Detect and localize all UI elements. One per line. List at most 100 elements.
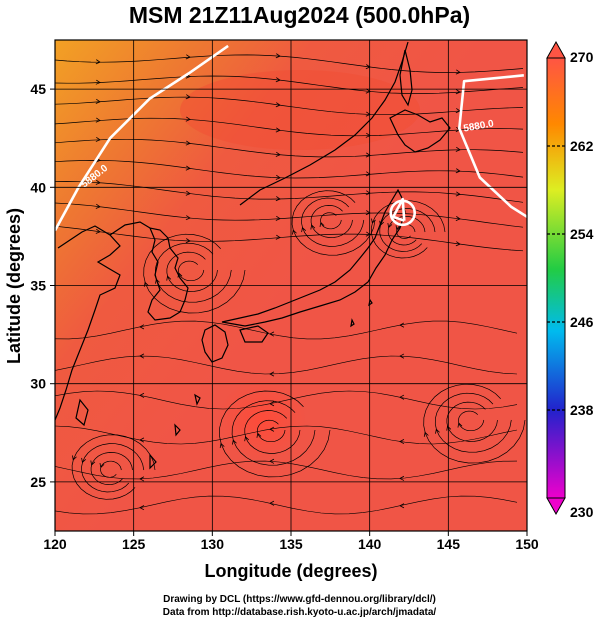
- streamline-arrow: [275, 215, 281, 221]
- streamline-arrow: [232, 439, 237, 445]
- streamline: [55, 202, 524, 228]
- streamline-arrow: [219, 442, 225, 449]
- coastline: [55, 225, 121, 421]
- streamline-arrow: [95, 136, 101, 142]
- contour-5880: [392, 197, 406, 222]
- streamline-arrow: [95, 79, 101, 85]
- streamline-arrow: [139, 324, 145, 330]
- y-tick-label: 30: [30, 376, 46, 392]
- streamline-arrow: [455, 69, 461, 75]
- streamline-arrow: [269, 331, 275, 337]
- streamline: [143, 233, 246, 314]
- chart-title: MSM 21Z11Aug2024 (500.0hPa): [128, 2, 471, 28]
- streamline-arrow: [269, 371, 275, 377]
- streamline-arrow: [275, 77, 281, 83]
- streamline-arrow: [95, 228, 101, 234]
- x-tick-label: 125: [122, 536, 146, 552]
- streamline: [291, 190, 376, 256]
- streamline-arrow: [139, 476, 145, 482]
- y-axis-ticks: 25 30 35 40 45: [30, 81, 55, 490]
- colorbar-tick-label: 254: [570, 226, 594, 242]
- streamline-arrow: [399, 503, 405, 509]
- streamline-arrow: [275, 53, 281, 59]
- colorbar: 230 238 246 254 262 270: [546, 40, 594, 520]
- coastline: [149, 453, 157, 470]
- contour-5880: [55, 44, 229, 232]
- streamline-arrow: [455, 191, 461, 197]
- streamline-arrow: [139, 353, 145, 359]
- streamline: [55, 425, 518, 445]
- y-tick-label: 40: [30, 179, 46, 195]
- streamline-arrow: [185, 165, 191, 171]
- y-tick-label: 45: [30, 81, 46, 97]
- streamline-arrow: [446, 425, 452, 431]
- contour-5880: [458, 74, 527, 218]
- streamline-arrow: [177, 272, 183, 278]
- coastline: [350, 318, 355, 328]
- streamline-arrow: [275, 102, 281, 108]
- streamline: [71, 434, 156, 500]
- streamline-arrow: [310, 224, 316, 230]
- streamline-arrow: [185, 238, 191, 244]
- streamline: [231, 400, 316, 466]
- streamline-arrow: [399, 439, 405, 445]
- streamline-arrow: [399, 353, 405, 359]
- streamline-arrow: [292, 229, 297, 235]
- streamline-arrow: [423, 431, 429, 437]
- streamline: [55, 160, 524, 179]
- colorbar-tick-label: 230: [570, 504, 594, 520]
- streamline-arrow: [275, 174, 281, 180]
- coastline: [389, 109, 451, 153]
- coastlines: [55, 41, 451, 470]
- coastline: [109, 221, 151, 236]
- colorbar-tick-label: 270: [570, 49, 594, 65]
- streamline-arrow: [185, 215, 191, 221]
- streamline-arrow: [95, 98, 101, 104]
- streamline-arrow: [275, 196, 281, 202]
- y-axis-label: Latitude (degrees): [4, 208, 24, 364]
- streamline-arrow: [455, 146, 461, 152]
- coastline: [399, 49, 413, 107]
- streamline-arrow: [95, 179, 101, 185]
- coastline: [194, 393, 201, 406]
- x-tick-label: 145: [437, 536, 461, 552]
- streamline-arrow: [269, 426, 275, 432]
- streamline: [423, 383, 526, 464]
- coastline: [201, 324, 229, 363]
- streamline: [55, 54, 524, 73]
- streamline-arrow: [244, 435, 250, 442]
- streamlines: [55, 53, 526, 515]
- x-axis-ticks: 120 125 130 135 140 145 150: [43, 531, 539, 552]
- streamline-arrow: [185, 54, 191, 60]
- streamline-arrow: [81, 457, 86, 464]
- credit-data-source: Data from http://database.rish.kyoto-u.a…: [162, 607, 437, 618]
- coastline: [147, 227, 189, 321]
- coastline: [221, 188, 406, 327]
- streamline-arrow: [457, 422, 463, 428]
- streamline-arrow: [185, 190, 191, 196]
- streamline-arrow: [455, 168, 461, 174]
- streamline: [55, 390, 518, 410]
- streamline-arrow: [139, 505, 145, 511]
- streamline-arrow: [166, 275, 172, 281]
- streamline: [219, 390, 331, 478]
- streamline-arrow: [269, 401, 275, 407]
- streamline-arrow: [185, 140, 191, 146]
- streamline-arrow: [275, 151, 281, 157]
- streamline: [55, 495, 518, 515]
- streamline-arrow: [269, 500, 275, 506]
- y-tick-label: 35: [30, 278, 46, 294]
- colorbar-bar: [546, 57, 566, 499]
- streamline-arrow: [269, 458, 275, 464]
- streamline-arrow: [399, 394, 405, 400]
- streamline-arrow: [99, 462, 105, 469]
- streamline: [55, 96, 524, 116]
- coastline: [75, 398, 89, 427]
- streamline: [55, 320, 518, 340]
- streamline-arrow: [72, 455, 77, 461]
- x-tick-label: 135: [279, 536, 303, 552]
- grid-lines: [55, 40, 527, 531]
- credit-drawing: Drawing by DCL (https://www.gfd-dennou.o…: [163, 594, 436, 605]
- streamline-arrow: [301, 226, 306, 233]
